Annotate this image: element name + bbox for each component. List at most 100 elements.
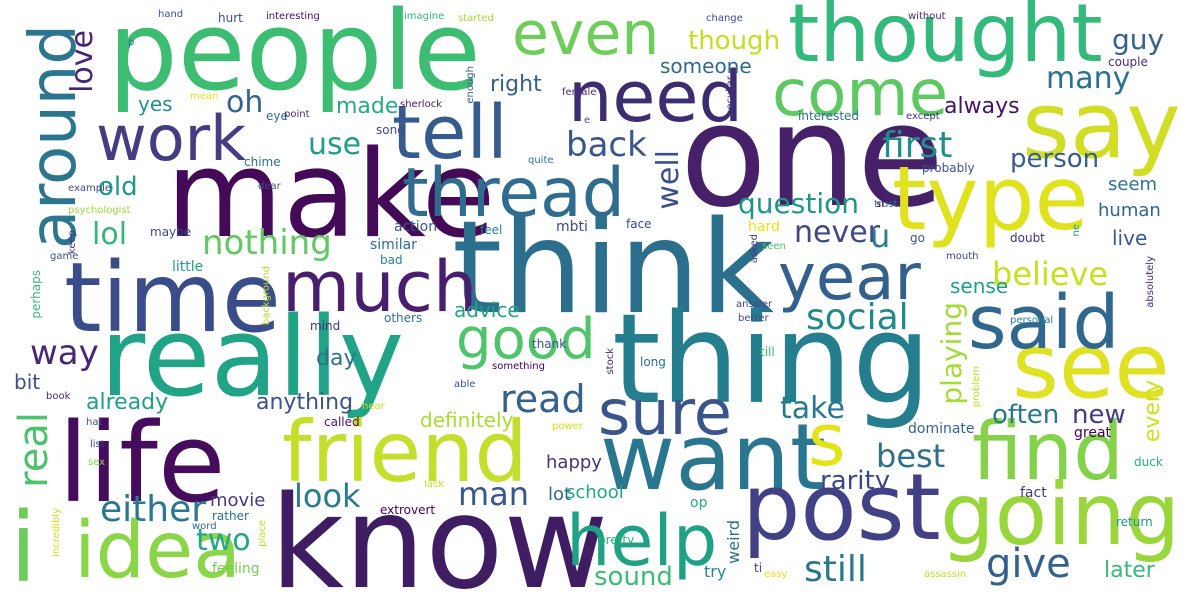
word-read: read — [500, 377, 586, 421]
word-game: game — [50, 251, 79, 262]
word-oh: oh — [226, 85, 264, 120]
word-question: question — [738, 187, 859, 220]
word-day: day — [316, 346, 357, 371]
word-really: really — [100, 293, 405, 421]
word-enough: enough — [465, 66, 476, 104]
word-first: first — [882, 125, 953, 166]
word-background: background — [261, 266, 272, 326]
word-advice: advice — [454, 298, 520, 322]
word-quite: quite — [528, 155, 554, 166]
word-better: better — [738, 313, 769, 324]
word-example: example — [68, 183, 112, 194]
word-sense: sense — [950, 274, 1009, 298]
word-mouth: mouth — [946, 251, 979, 262]
word-playing: playing — [935, 302, 968, 405]
word-thank: thank — [532, 337, 567, 351]
word-lack: lack — [424, 479, 445, 490]
word-new: new — [1072, 400, 1126, 430]
word-little: little — [172, 259, 204, 275]
word-problem: problem — [971, 366, 982, 408]
word-sure: sure — [598, 376, 732, 449]
word-probably: probably — [922, 161, 975, 175]
word-thing: thing — [612, 288, 931, 432]
word-couple: couple — [1108, 55, 1148, 69]
word-op: op — [690, 495, 708, 511]
word-give: give — [986, 541, 1071, 587]
word-female: female — [562, 87, 597, 98]
word-called: called — [324, 415, 360, 429]
word-many: many — [1046, 61, 1131, 96]
word-best: best — [876, 437, 946, 475]
word-word: word — [192, 521, 217, 532]
word-chime: chime — [244, 155, 281, 169]
word-see: see — [1012, 314, 1170, 419]
word-believe: believe — [992, 255, 1109, 293]
word-bit: bit — [14, 370, 41, 394]
word-bad: bad — [380, 253, 403, 267]
word-trust: trust — [874, 199, 898, 210]
word-doubt: doubt — [1010, 231, 1045, 245]
word-without: without — [908, 11, 946, 22]
word-something: something — [492, 361, 545, 372]
word-find: find — [972, 405, 1124, 498]
word-rarity: rarity — [820, 466, 891, 496]
word-return: return — [1116, 515, 1153, 529]
word-asked: asked — [749, 234, 760, 264]
word-movie: movie — [210, 490, 266, 511]
word-use: use — [308, 127, 362, 162]
word-post: post — [742, 454, 941, 561]
word-anything: anything — [256, 390, 354, 415]
word-still: still — [804, 549, 867, 590]
word-time: time — [64, 242, 281, 354]
word-started: started — [458, 13, 494, 24]
word-duck: duck — [1134, 455, 1163, 469]
word-hand: hand — [158, 9, 184, 20]
word-said: said — [968, 280, 1120, 366]
word-ne: ne — [1071, 224, 1082, 237]
word-si: si — [876, 199, 884, 210]
word-person: person — [1010, 144, 1100, 174]
word-weird: weird — [724, 520, 743, 564]
word-try: try — [704, 562, 727, 581]
word-say: say — [1022, 72, 1181, 179]
word-real: real — [11, 412, 57, 488]
word-assassin: assassin — [924, 569, 967, 580]
word-one: one — [680, 74, 945, 239]
word-e: e — [584, 115, 591, 126]
word-incredibly: incredibly — [51, 508, 62, 557]
word-imagine: imagine — [404, 11, 445, 22]
word-sex: sex — [88, 457, 106, 468]
word-lot: lot — [548, 484, 572, 505]
word-book: book — [46, 391, 71, 402]
word-school: school — [566, 482, 624, 503]
word-i: i — [10, 492, 37, 601]
word-social: social — [806, 297, 909, 338]
word-come: come — [772, 57, 949, 131]
word-rather: rather — [212, 509, 249, 523]
word-mbti: mbti — [556, 219, 588, 235]
word-need: need — [568, 56, 743, 138]
word-definitely: definitely — [420, 408, 514, 432]
word-others: others — [384, 311, 423, 325]
word-right: right — [490, 72, 542, 97]
word-guy: guy — [1112, 23, 1165, 56]
word-dominate: dominate — [908, 421, 975, 437]
word-action: action — [394, 219, 438, 235]
word-someone: someone — [660, 54, 752, 78]
word-point: point — [284, 109, 310, 120]
word-friend: friend — [282, 403, 528, 501]
word-feeling: feeling — [212, 561, 260, 577]
word-change: change — [706, 13, 743, 24]
word-pretty: pretty — [598, 533, 635, 547]
word-well: well — [651, 150, 686, 210]
word-work: work — [96, 102, 247, 175]
word-way: way — [30, 333, 99, 373]
word-perhaps: perhaps — [29, 270, 43, 319]
word-ti: ti — [754, 561, 763, 575]
word-feel: feel — [480, 223, 503, 237]
word-thought: thought — [788, 0, 1103, 80]
word-extrovert: extrovert — [380, 503, 436, 517]
word-later: later — [1104, 558, 1155, 583]
word-know: know — [270, 469, 609, 601]
word-similar: similar — [370, 237, 417, 253]
